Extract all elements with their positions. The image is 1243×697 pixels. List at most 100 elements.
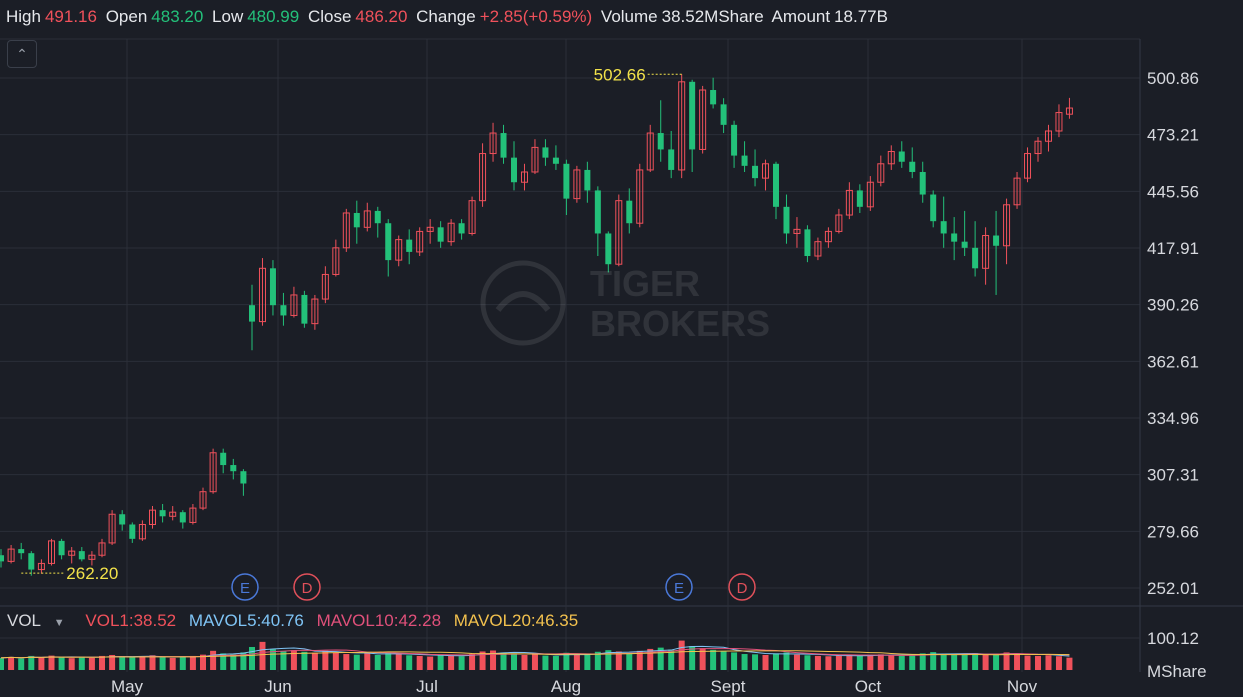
candle-body	[814, 241, 822, 257]
candle-body	[835, 214, 843, 232]
volume-bar	[469, 654, 476, 670]
price-tick-label: 252.01	[1147, 579, 1199, 598]
volume-bar	[159, 657, 166, 670]
candle-body	[1055, 112, 1063, 132]
candle-body	[877, 163, 885, 183]
caret-down-icon: ▼	[53, 617, 65, 629]
volume-bar	[38, 657, 45, 670]
volume-bar	[200, 654, 206, 670]
volume-bar	[406, 655, 413, 670]
volume-bar	[259, 641, 266, 670]
volume-bar	[888, 654, 895, 670]
volume-bar	[458, 656, 465, 670]
volume-bar	[752, 654, 759, 670]
volume-bar	[951, 654, 958, 670]
month-label: May	[111, 677, 144, 696]
volume-bar	[699, 648, 706, 670]
volume-bar	[1003, 652, 1010, 670]
candle-body	[129, 524, 136, 539]
volume-bar	[835, 655, 842, 670]
earnings-marker	[231, 573, 259, 601]
volume-tick-label: 100.12	[1147, 629, 1199, 648]
volume-bar	[773, 653, 779, 670]
volume-bar	[353, 654, 360, 670]
candle-body	[1003, 204, 1011, 247]
volume-bar	[78, 656, 85, 670]
volume-bar	[898, 655, 905, 670]
earnings-marker	[665, 573, 693, 601]
volume-bar	[427, 656, 434, 670]
candle-body	[887, 150, 895, 165]
volume-bar	[364, 653, 371, 670]
volume-bar	[741, 654, 748, 670]
volume-bar	[710, 649, 717, 670]
candle-body	[993, 235, 1000, 246]
candle-body	[710, 90, 717, 105]
candle-body	[48, 540, 55, 564]
volume-bar	[169, 657, 176, 670]
volume-bar	[301, 651, 308, 670]
collapse-button[interactable]: ⌃	[7, 40, 37, 68]
candle-body	[374, 210, 381, 224]
volume-bar	[416, 655, 423, 670]
volume-bar	[240, 652, 247, 670]
volume-bar	[867, 655, 874, 670]
candle-body	[531, 146, 539, 173]
candle-body	[563, 163, 570, 199]
candle-body	[898, 151, 905, 162]
dividend-marker	[293, 573, 321, 601]
volume-bar	[877, 654, 884, 670]
vol-indicator-select[interactable]: VOL ▼	[7, 611, 73, 630]
candle-body	[18, 549, 25, 554]
volume-bar	[1014, 653, 1021, 670]
volume-bar	[269, 649, 276, 670]
price-tick-label: 445.56	[1147, 182, 1199, 201]
candle-body	[28, 553, 35, 570]
volume-bar	[783, 652, 790, 670]
candle-body	[249, 305, 255, 322]
candle-body	[741, 155, 748, 166]
candle-body	[108, 513, 116, 544]
candle-body	[199, 491, 207, 509]
volume-bar	[311, 652, 318, 670]
volume-bar	[1045, 655, 1052, 670]
candle-body	[189, 507, 197, 523]
volume-bar	[521, 654, 528, 670]
volume-bar	[982, 654, 989, 670]
candle-body	[866, 181, 874, 208]
volume-bar	[720, 651, 727, 670]
volume-bar	[1035, 655, 1041, 670]
candle-body	[573, 169, 581, 200]
candle-body	[78, 551, 85, 560]
candle-body	[972, 247, 979, 269]
candle-body	[169, 511, 177, 517]
volume-label: Volume	[600, 7, 658, 26]
candle-body	[982, 235, 990, 269]
low-value: 480.99	[247, 7, 300, 26]
candle-body	[7, 548, 15, 562]
volume-bar	[678, 640, 685, 670]
candle-body	[209, 452, 217, 493]
volume-bar	[322, 650, 329, 670]
price-tick-label: 307.31	[1147, 466, 1199, 485]
volume-bar	[940, 654, 947, 670]
candle-body	[98, 542, 106, 556]
volume-bar	[343, 654, 350, 670]
volume-bar	[731, 652, 738, 670]
volume-bar	[626, 653, 633, 670]
volume-value: 38.52MShare	[661, 7, 764, 26]
quote-header: High 491.16 Open 483.20 Low 480.99 Close 486…	[0, 0, 1243, 34]
volume-bar	[490, 650, 497, 670]
candle-body	[552, 157, 559, 164]
volume-bar	[636, 650, 643, 670]
volume-bar	[563, 652, 570, 670]
volume-bar	[479, 651, 486, 670]
month-label: Jul	[416, 677, 438, 696]
close-label: Close	[307, 7, 352, 26]
price-tick-label: 279.66	[1147, 522, 1199, 541]
candle-body	[1065, 107, 1073, 115]
mavol20-value: MAVOL20:46.35	[453, 611, 579, 630]
candle-body	[793, 228, 801, 234]
volume-bar	[1055, 656, 1062, 670]
